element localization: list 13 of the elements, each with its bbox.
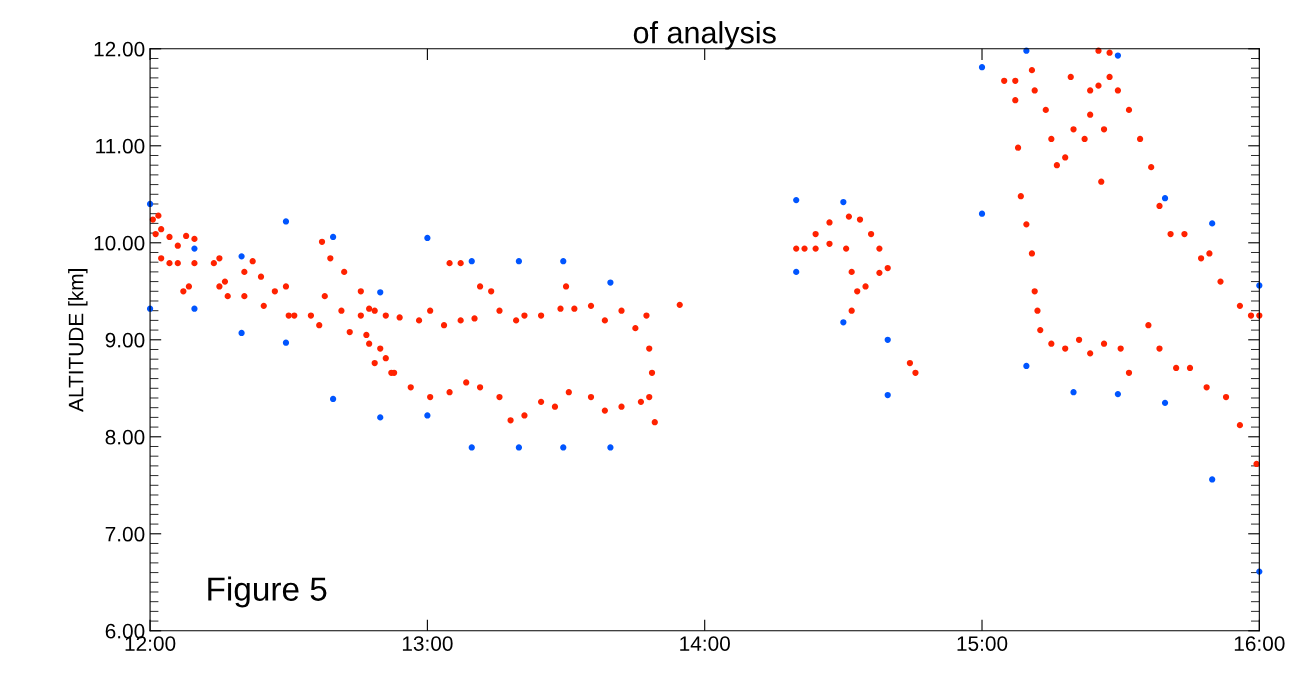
x-tick-label: 15:00 [957,636,1008,651]
y-tick-label: 12.00 [94,41,145,57]
annotation: Figure 5 [208,576,327,608]
y-tick-label: 11.00 [96,138,145,154]
y-tick-label: 10.00 [94,235,145,251]
y-tick-label: 8.00 [105,429,145,445]
y-axis-title: ALTITUDE [km] [68,269,88,412]
x-tick-label: 14:00 [680,636,730,651]
x-tick-label: 13:00 [402,636,453,651]
x-tick-label: 16:00 [1234,636,1285,651]
chart-title: of analysis [633,21,776,50]
y-tick-label: 7.00 [105,526,145,542]
y-tick-label: 9.00 [105,332,145,348]
